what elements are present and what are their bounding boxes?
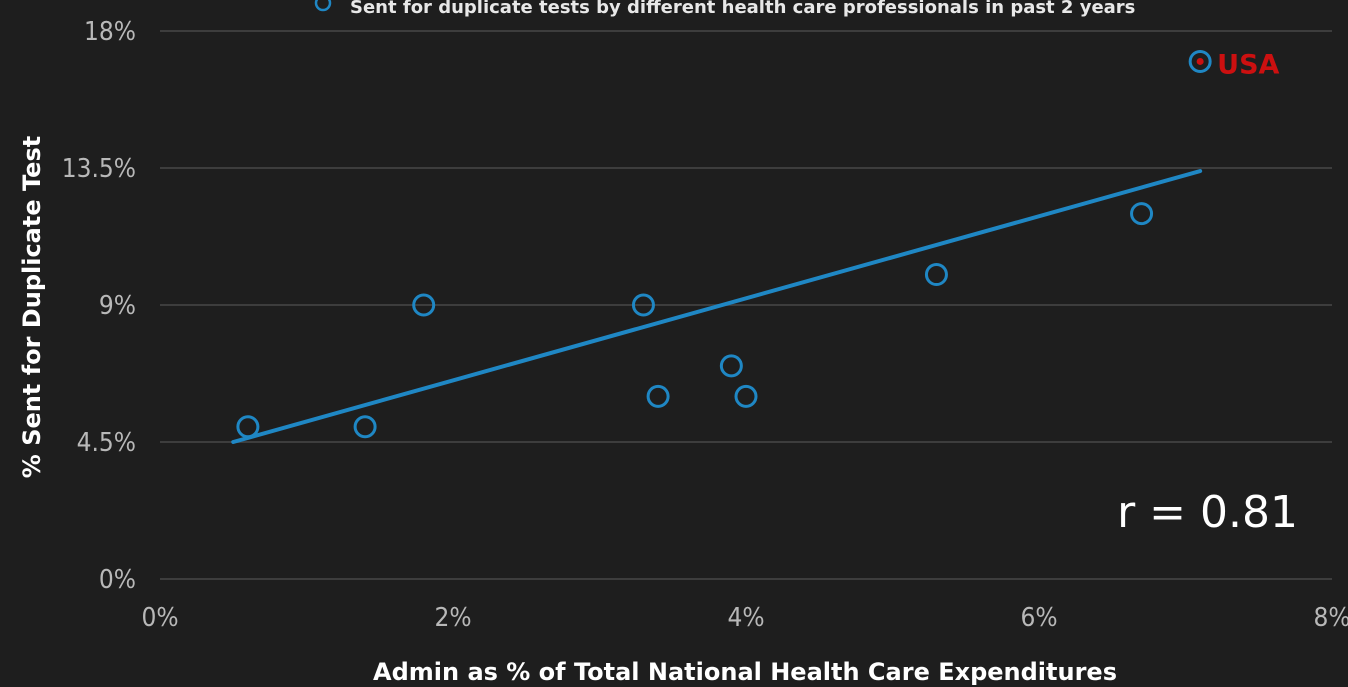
y-tick-label: 4.5% [77, 428, 136, 458]
x-tick-label: 0% [141, 603, 178, 633]
legend-label: Sent for duplicate tests by different he… [350, 0, 1135, 18]
data-points [236, 202, 1154, 439]
correlation-annotation: r = 0.81 [1117, 487, 1298, 538]
legend: Sent for duplicate tests by different he… [314, 0, 1135, 18]
data-point [412, 293, 436, 317]
usa-label: USA [1217, 49, 1279, 80]
data-point [353, 415, 377, 439]
usa-highlight-point: USA [1188, 49, 1280, 80]
y-axis-title: % Sent for Duplicate Test [18, 136, 46, 478]
y-tick-label: 0% [99, 565, 136, 595]
x-axis-ticks: 0% 2% 4% 6% 8% [141, 603, 1348, 633]
usa-point-dot [1196, 57, 1204, 65]
data-point [631, 293, 655, 317]
data-point [1130, 202, 1154, 226]
trend-line [231, 169, 1203, 444]
data-point [646, 384, 670, 408]
x-tick-label: 6% [1020, 603, 1057, 633]
x-axis-title: Admin as % of Total National Health Care… [373, 658, 1117, 686]
x-tick-label: 4% [727, 603, 764, 633]
data-point [719, 354, 743, 378]
data-point [734, 384, 758, 408]
y-tick-label: 9% [99, 291, 136, 321]
data-point [924, 263, 948, 287]
grid-lines [160, 30, 1332, 580]
x-tick-label: 2% [434, 603, 471, 633]
y-tick-label: 18% [84, 17, 136, 47]
data-point [236, 415, 260, 439]
legend-marker [314, 0, 332, 12]
y-tick-label: 13.5% [62, 154, 136, 184]
y-axis-ticks: 0% 4.5% 9% 13.5% 18% [62, 17, 136, 595]
usa-point-ring [1188, 49, 1212, 73]
x-tick-label: 8% [1313, 603, 1348, 633]
